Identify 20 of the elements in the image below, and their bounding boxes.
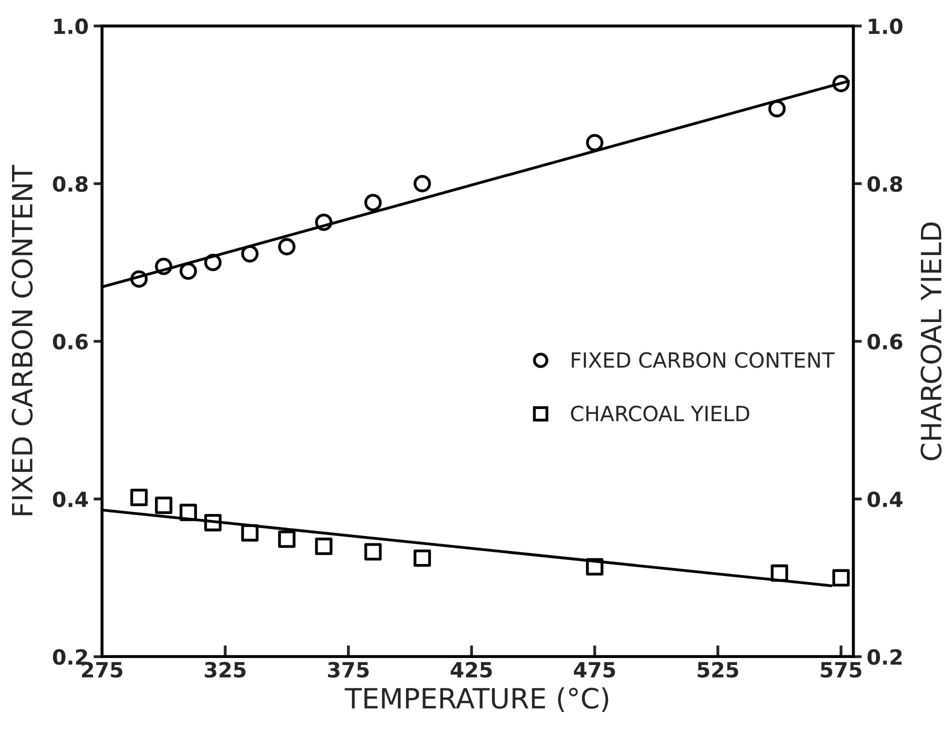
y2-tick-label: 0.8 [868, 176, 902, 192]
y2-tick-label: 0.6 [868, 334, 902, 350]
y2-tick-label: 0.4 [868, 491, 902, 508]
x-tick-label: 425 [450, 662, 492, 678]
y-tick-label: 0.4 [52, 491, 88, 508]
x-tick-label: 375 [328, 662, 369, 678]
legend-label: FIXED CARBON CONTENT [572, 352, 835, 368]
y-tick-label: 0.6 [52, 334, 88, 350]
x-tick-label: 575 [820, 662, 862, 678]
y2-tick-label: 1.0 [868, 18, 902, 34]
y2-axis-title: CHARCOAL YIELD [920, 222, 942, 460]
y-tick-label: 1.0 [54, 18, 88, 34]
x-axis-title: TEMPERATURE (°C) [344, 687, 608, 712]
y2-tick-label: 0.2 [868, 649, 902, 665]
x-tick-label: 525 [698, 662, 738, 678]
legend-label: CHARCOAL YIELD [570, 406, 750, 422]
x-tick-label: 325 [204, 662, 246, 678]
x-tick-label: 475 [574, 662, 615, 678]
y-axis-title: FIXED CARBON CONTENT [12, 164, 33, 516]
y-tick-label: 0.8 [52, 176, 88, 192]
